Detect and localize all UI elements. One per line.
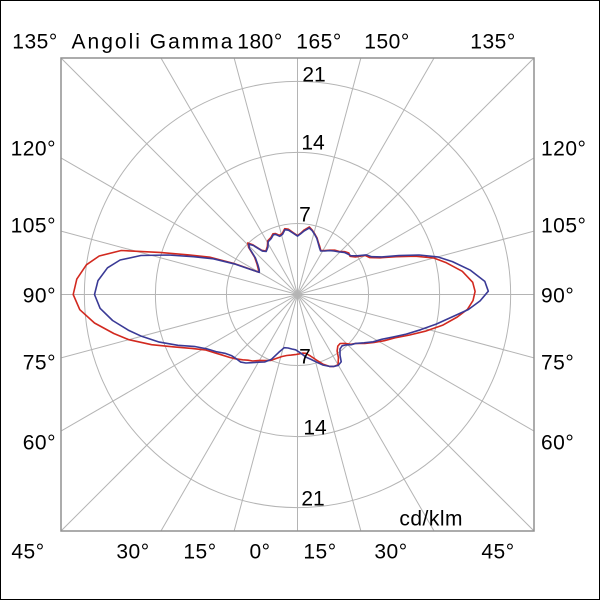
angle-label: 60° [22,431,56,455]
grid-radial-line [61,230,298,295]
grid-radial-line [297,230,534,295]
angle-label: 15° [183,540,217,564]
grid-radial-line [297,294,534,359]
grid-radial-line [297,294,534,432]
angle-label: 105° [541,214,587,238]
chart-title: Angoli Gamma [71,30,235,54]
radius-tick-label: 7 [299,203,311,227]
angle-label: 45° [11,540,45,564]
grid-radial-line [160,58,298,295]
angle-label: 90° [22,284,56,308]
angle-label: 60° [541,431,575,455]
grid-radial-line [297,58,534,295]
grid-radial-line [297,294,435,531]
angle-label: 165° [296,30,342,54]
plot-area [61,58,534,531]
radius-tick-label: 14 [301,131,325,155]
angle-label: 0° [249,540,271,564]
angle-label: 75° [22,351,56,375]
grid-radial-line [297,58,362,295]
plot-border [60,57,535,532]
angle-label: 15° [303,540,337,564]
grid-circle [83,80,512,509]
grid-radial-line [61,58,298,295]
angle-label: 120° [541,137,587,161]
angle-label: 75° [541,351,575,375]
angle-label: 135° [12,30,58,54]
grid-radial-line [61,294,298,531]
grid-radial-line [297,58,435,295]
curve-blue [93,227,490,368]
curve-red [72,226,476,368]
angle-label: 45° [481,540,515,564]
angle-label: 135° [470,30,516,54]
grid-radial-line [61,294,298,359]
grid-circle [225,222,370,367]
angle-label: 120° [10,137,56,161]
angle-label: 30° [374,540,408,564]
angle-label: 105° [10,214,56,238]
grid-radial-line [61,157,298,295]
unit-label: cd/klm [399,507,463,531]
grid-radial-line [297,294,534,531]
radius-tick-label: 21 [302,63,326,87]
angle-label: 180° [237,30,283,54]
grid-radial-line [233,58,298,295]
angle-label: 30° [116,540,150,564]
radius-tick-label: 7 [299,345,311,369]
radius-tick-label: 14 [303,416,327,440]
grid-radial-line [233,294,298,531]
grid-radial-line [61,294,298,432]
angle-label: 150° [364,30,410,54]
radius-tick-label: 21 [301,487,325,511]
grid-radial-line [160,294,298,531]
grid-radial-line [297,157,534,295]
angle-label: 90° [541,284,575,308]
grid-circle [154,151,441,438]
grid-radial-line [297,294,362,531]
